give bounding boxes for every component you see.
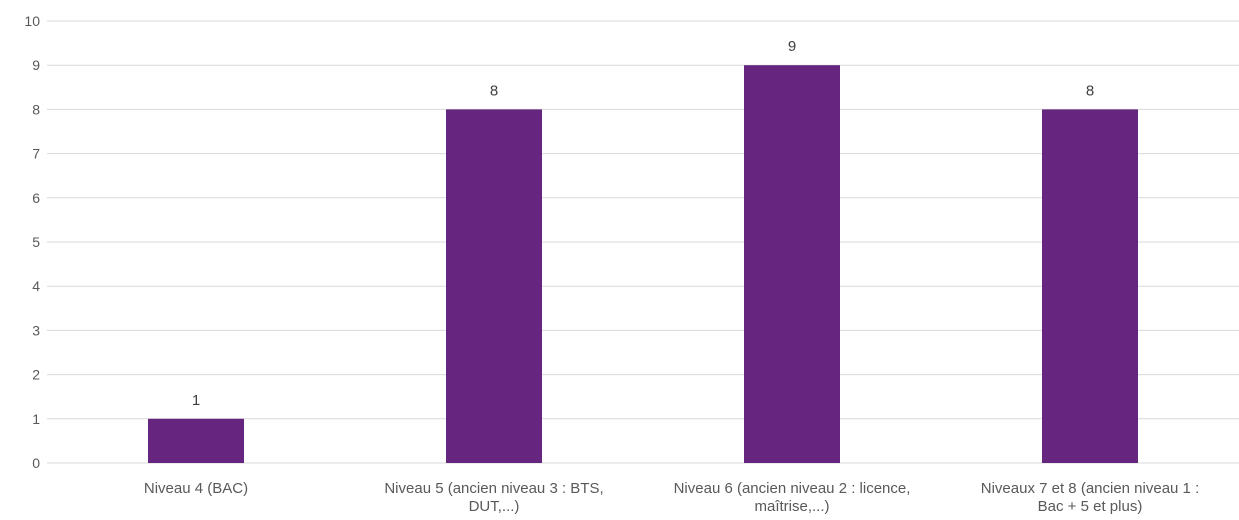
x-tick-label: Niveau 6 (ancien niveau 2 : licence,	[674, 480, 911, 497]
y-tick-label: 3	[32, 322, 40, 338]
data-label: 8	[1086, 82, 1094, 99]
y-tick-label: 6	[32, 190, 40, 206]
bar-2	[446, 109, 542, 464]
gridlines	[47, 20, 1239, 464]
y-tick-label: 5	[32, 234, 40, 250]
y-tick-label: 10	[24, 13, 40, 29]
y-tick-label: 8	[32, 101, 40, 117]
y-tick-label: 7	[32, 146, 40, 162]
y-tick-label: 2	[32, 367, 40, 383]
bar-4	[1042, 109, 1138, 464]
data-label: 1	[192, 392, 200, 409]
x-axis-ticks: Niveau 4 (BAC) Niveau 5 (ancien niveau 3 …	[144, 480, 1199, 515]
y-tick-label: 0	[32, 455, 40, 471]
x-tick-label: Niveaux 7 et 8 (ancien niveau 1 :	[981, 480, 1199, 497]
data-label: 8	[490, 82, 498, 99]
bars	[148, 65, 1138, 464]
data-label: 9	[788, 38, 796, 55]
y-tick-label: 4	[32, 278, 40, 294]
x-tick-label: Niveau 5 (ancien niveau 3 : BTS,	[384, 480, 603, 497]
x-tick-label: maîtrise,...)	[754, 498, 829, 515]
x-tick-label: Bac + 5 et plus)	[1038, 498, 1143, 515]
x-tick-label: Niveau 4 (BAC)	[144, 480, 248, 497]
y-tick-label: 1	[32, 411, 40, 427]
bar-3	[744, 65, 840, 463]
x-tick-label: DUT,...)	[469, 498, 520, 515]
bar-1	[148, 418, 244, 463]
y-tick-label: 9	[32, 57, 40, 73]
y-axis-ticks: 0 1 2 3 4 5 6 7 8 9 10	[24, 13, 40, 471]
